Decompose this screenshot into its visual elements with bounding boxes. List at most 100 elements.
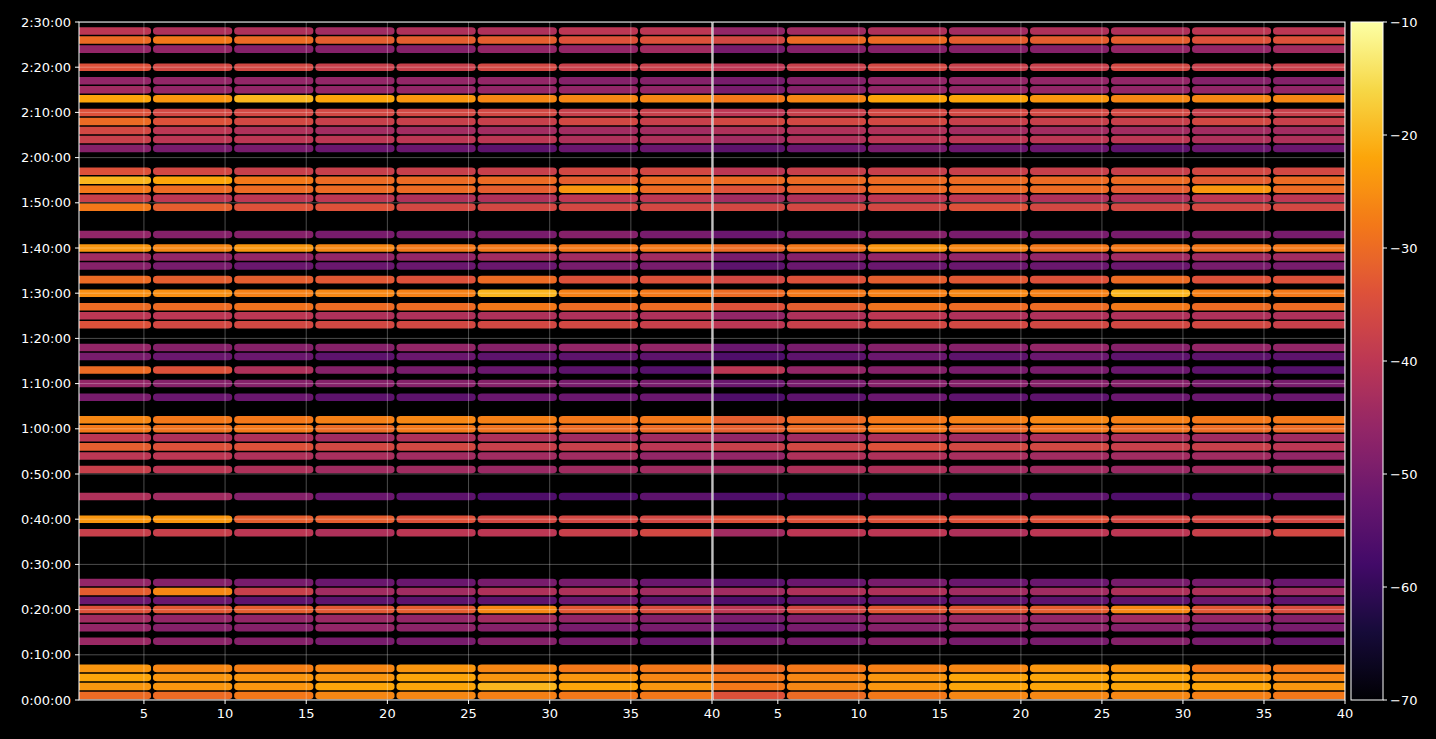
colorbar [1351, 22, 1383, 700]
cell [1030, 36, 1109, 44]
tick [1383, 135, 1387, 136]
cell [787, 321, 866, 329]
cell [1192, 312, 1271, 320]
cell [478, 204, 557, 212]
cell [949, 344, 1028, 352]
cell [1111, 312, 1190, 320]
cell [949, 321, 1028, 329]
chart: 5101520253035405101520253035400:00:000:1… [0, 0, 1436, 739]
cell [787, 312, 866, 320]
x-tick-label: 30 [1175, 706, 1192, 721]
grid-line [79, 67, 712, 68]
cell [1111, 204, 1190, 212]
grid-line [713, 67, 1345, 68]
cell [478, 344, 557, 352]
cell [1192, 624, 1271, 632]
cell [478, 45, 557, 53]
cell [787, 303, 866, 311]
y-tick-label: 2:30:00 [21, 15, 71, 30]
cell [478, 312, 557, 320]
cell [1111, 393, 1190, 401]
cell [713, 416, 785, 424]
cell [868, 231, 947, 239]
cell [1273, 77, 1345, 85]
cell [1273, 86, 1345, 94]
cell [868, 86, 947, 94]
cell [315, 529, 394, 537]
cell [153, 86, 232, 94]
cell [153, 353, 232, 361]
cell [315, 674, 394, 682]
cell [1030, 529, 1109, 537]
tick [75, 519, 79, 520]
cell [153, 77, 232, 85]
cell [234, 443, 313, 451]
cell [397, 493, 476, 501]
cell [1030, 312, 1109, 320]
cell [1030, 231, 1109, 239]
cell [949, 443, 1028, 451]
cell [315, 204, 394, 212]
tick [1383, 22, 1387, 23]
background [0, 0, 1436, 739]
cell [1030, 692, 1109, 700]
cell [640, 452, 712, 460]
cell [397, 452, 476, 460]
cell [640, 303, 712, 311]
cell [559, 674, 638, 682]
cell [234, 262, 313, 270]
cell [559, 118, 638, 126]
cell [868, 683, 947, 691]
cell [478, 393, 557, 401]
cell [1030, 434, 1109, 442]
cell [397, 344, 476, 352]
cell [1192, 95, 1271, 103]
cell [559, 637, 638, 645]
grid-line [79, 157, 712, 158]
cell [397, 167, 476, 175]
cell [397, 416, 476, 424]
cell [1111, 136, 1190, 144]
cell [559, 443, 638, 451]
cell [640, 434, 712, 442]
cell [315, 493, 394, 501]
cell [1030, 253, 1109, 261]
cell [234, 185, 313, 193]
cell [640, 624, 712, 632]
cell [1030, 588, 1109, 596]
cell [397, 637, 476, 645]
cell [478, 434, 557, 442]
grid-line [79, 474, 712, 475]
cell [1192, 683, 1271, 691]
y-tick-label: 1:00:00 [21, 421, 71, 436]
cell [949, 303, 1028, 311]
cell [1273, 588, 1345, 596]
cell [397, 136, 476, 144]
cell [234, 579, 313, 587]
cell [478, 615, 557, 623]
cell [1192, 321, 1271, 329]
cell [478, 353, 557, 361]
cell [559, 136, 638, 144]
cell [397, 231, 476, 239]
cell [478, 86, 557, 94]
grid-line [79, 428, 712, 429]
cell [153, 665, 232, 673]
cell [1273, 145, 1345, 153]
cell [397, 77, 476, 85]
cell [713, 276, 785, 284]
cell [1030, 185, 1109, 193]
cell [315, 176, 394, 184]
cell [559, 195, 638, 203]
cell [234, 77, 313, 85]
cell [1192, 637, 1271, 645]
cell [559, 86, 638, 94]
grid-line [79, 293, 712, 294]
cell [315, 127, 394, 135]
cell [1273, 434, 1345, 442]
tick [1383, 474, 1387, 475]
cell [1273, 185, 1345, 193]
grid-line [468, 22, 469, 700]
cell [713, 231, 785, 239]
cell [868, 127, 947, 135]
